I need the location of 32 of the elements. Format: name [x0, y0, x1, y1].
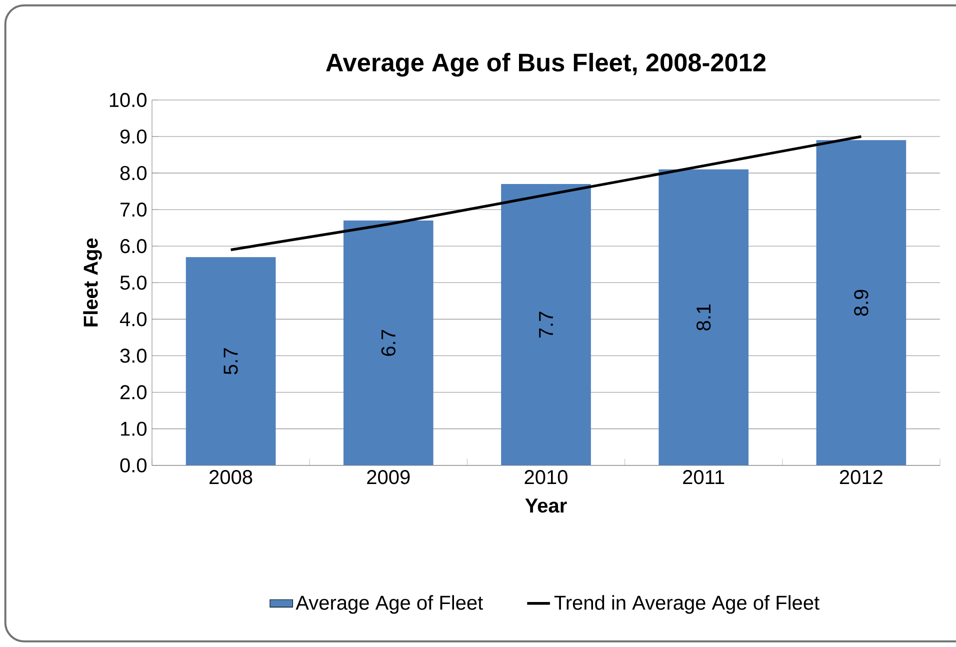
y-axis-title: Fleet Age [83, 238, 102, 327]
chart-title: Average Age of Bus Fleet, 2008-2012 [326, 53, 766, 77]
bar [816, 140, 906, 466]
legend-label: Trend in Average Age of Fleet [554, 595, 820, 614]
y-tick-label: 4.0 [120, 312, 147, 326]
bar [501, 184, 591, 466]
y-tick-label: 7.0 [120, 202, 147, 217]
y-tick-label: 5.0 [120, 276, 147, 290]
x-tick-label: 2010 [524, 470, 568, 484]
x-tick-label: 2008 [210, 470, 252, 484]
bar [343, 220, 434, 466]
y-tick-label: 8.0 [120, 166, 147, 180]
data-label: 7.7 [539, 312, 553, 338]
y-tick-label: 6.0 [120, 239, 147, 254]
line-series [229, 135, 863, 252]
bar [186, 257, 276, 466]
y-tick-label: 10.0 [110, 93, 146, 108]
y-tick-label: 2.0 [120, 385, 147, 400]
y-tick-label: 9.0 [120, 130, 147, 144]
data-label: 6.7 [381, 330, 396, 356]
x-tick-label: 2012 [840, 470, 882, 484]
y-tick-label: 1.0 [121, 422, 147, 436]
x-tick-label: 2011 [683, 470, 724, 484]
x-axis-title: Year [525, 498, 567, 513]
legend-label: Average Age of Fleet [296, 595, 483, 614]
data-label: 5.7 [224, 348, 238, 374]
bar [658, 170, 749, 466]
data-label: 8.1 [696, 304, 711, 331]
data-label: 8.9 [854, 290, 868, 316]
y-tick-label: 3.0 [120, 348, 147, 363]
y-tick-label: 0.0 [120, 458, 147, 473]
x-tick-label: 2009 [367, 470, 410, 484]
